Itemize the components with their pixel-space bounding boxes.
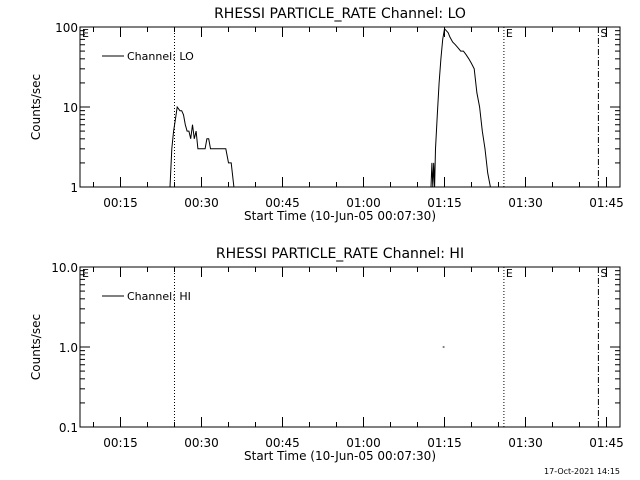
x-tick-label: 01:00 [346,436,381,450]
y-tick-label: 10.0 [51,261,78,275]
edge-marker-label: E [82,27,89,40]
event-marker-label: E [506,267,513,280]
x-tick-label: 00:15 [103,436,138,450]
x-tick-label: 00:30 [184,436,219,450]
x-tick-label: 01:15 [427,436,462,450]
lo-channel-panel: RHESSI PARTICLE_RATE Channel: LO 1 10 100 00… [29,6,624,223]
x-tick-label: 00:45 [265,436,300,450]
y-axis-label: Counts/sec [29,74,43,140]
y-tick-label: 0.1 [59,421,78,435]
series-line [430,27,491,188]
x-tick-label: 01:30 [508,436,543,450]
x-tick-label: 01:15 [427,196,462,210]
chart-title: RHESSI PARTICLE_RATE Channel: HI [216,246,464,262]
legend-label: Channel: HI [127,290,191,303]
hi-channel-panel: RHESSI PARTICLE_RATE Channel: HI 0.1 1.0 10… [29,246,624,463]
event-marker-label: E [506,27,513,40]
footer-timestamp: 17-Oct-2021 14:15 [544,467,620,476]
x-tick-label: 00:45 [265,196,300,210]
x-tick-label: 01:30 [508,196,543,210]
event-marker-label: S [600,267,607,280]
x-tick-label: 00:15 [103,196,138,210]
y-axis-label: Counts/sec [29,314,43,380]
x-tick-label: 01:45 [589,196,624,210]
x-tick-label: 01:00 [346,196,381,210]
y-tick-label: 100 [55,21,78,35]
x-tick-label: 01:45 [589,436,624,450]
y-tick-label: 10 [63,101,78,115]
legend-label: Channel: LO [127,50,194,63]
event-marker-label: S [600,27,607,40]
chart-title: RHESSI PARTICLE_RATE Channel: LO [214,6,466,22]
x-tick-label: 00:30 [184,196,219,210]
series-line [169,105,237,188]
y-tick-label: 1.0 [59,341,78,355]
y-tick-label: 1 [70,181,78,195]
edge-marker-label: E [82,267,89,280]
x-axis-label: Start Time (10-Jun-05 00:07:30) [244,449,436,463]
x-axis-label: Start Time (10-Jun-05 00:07:30) [244,209,436,223]
